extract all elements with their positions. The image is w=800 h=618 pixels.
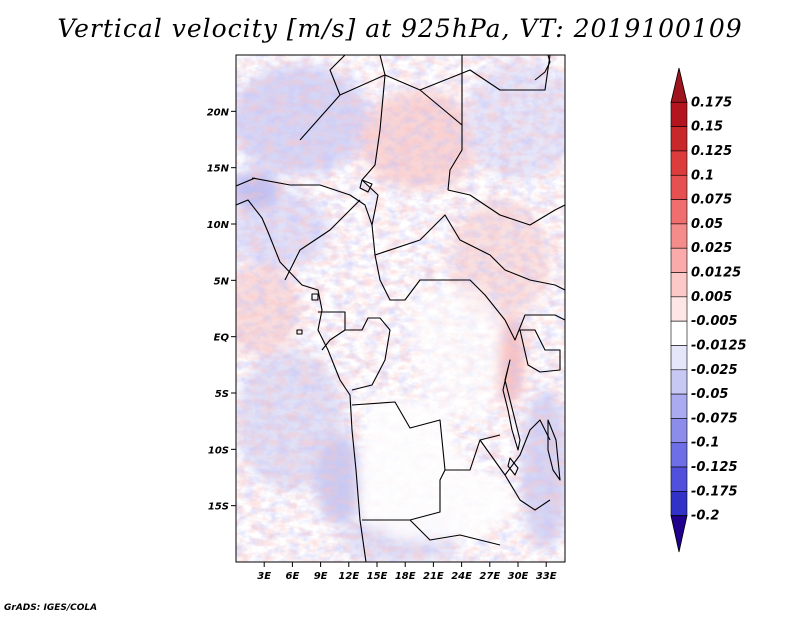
lon-tick-label: 15E bbox=[367, 571, 388, 582]
vertical-velocity-field bbox=[236, 55, 565, 562]
colorbar-label: 0.025 bbox=[691, 241, 732, 256]
colorbar-swatch bbox=[670, 296, 688, 322]
colorbar-swatch bbox=[670, 223, 688, 249]
colorbar-swatch bbox=[670, 466, 688, 492]
lon-tick-label: 24E bbox=[451, 571, 472, 582]
colorbar-swatch bbox=[670, 491, 688, 516]
colorbar-label: -0.075 bbox=[691, 411, 738, 426]
colorbar-swatch bbox=[670, 369, 688, 395]
lon-tick-label: 27E bbox=[479, 571, 500, 582]
colorbar-label: -0.175 bbox=[691, 484, 738, 499]
lat-tick-label: 10N bbox=[207, 220, 230, 231]
colorbar-swatch bbox=[670, 247, 688, 273]
lon-tick-label: 6E bbox=[286, 571, 300, 582]
colorbar-swatch bbox=[670, 102, 688, 127]
lon-tick-label: 12E bbox=[338, 571, 359, 582]
colorbar-swatch bbox=[670, 393, 688, 419]
colorbar-label: 0.0125 bbox=[691, 266, 741, 281]
lon-tick-label: 3E bbox=[257, 571, 271, 582]
colorbar-swatch bbox=[670, 272, 688, 298]
lat-tick-label: EQ bbox=[214, 333, 230, 344]
latitude-axis: 20N 15N 10N 5N EQ 5S 10S 15S bbox=[207, 107, 236, 513]
lon-tick-label: 9E bbox=[314, 571, 328, 582]
colorbar-min-arrow bbox=[670, 515, 688, 553]
colorbar-label: 0.1 bbox=[691, 168, 714, 183]
colorbar-swatch bbox=[670, 418, 688, 444]
lon-tick-label: 33E bbox=[536, 571, 557, 582]
colorbar-swatch bbox=[670, 174, 688, 200]
colorbar-label: 0.005 bbox=[691, 290, 732, 305]
colorbar-label: -0.1 bbox=[691, 436, 719, 451]
colorbar-swatch bbox=[670, 320, 688, 346]
colorbar-swatch bbox=[670, 442, 688, 468]
country-boundaries bbox=[236, 55, 565, 562]
lat-tick-label: 10S bbox=[208, 445, 229, 456]
lat-tick-label: 20N bbox=[207, 107, 230, 118]
map-title: Vertical velocity [m/s] at 925hPa, VT: 2… bbox=[57, 14, 743, 43]
lat-tick-label: 15S bbox=[208, 502, 229, 513]
colorbar-label: 0.175 bbox=[691, 95, 732, 110]
colorbar-label: -0.125 bbox=[691, 460, 738, 475]
colorbar-swatch bbox=[670, 150, 688, 176]
lon-tick-label: 18E bbox=[395, 571, 416, 582]
colorbar: 0.175 0.15 0.125 0.1 0.075 0.05 0.025 0.0125 0.0… bbox=[670, 67, 747, 553]
colorbar-label: -0.025 bbox=[691, 363, 738, 378]
colorbar-label: -0.2 bbox=[691, 509, 719, 524]
lon-tick-label: 21E bbox=[423, 571, 444, 582]
colorbar-label: 0.075 bbox=[691, 193, 732, 208]
longitude-axis: 3E 6E 9E 12E 15E 18E 21E 24E 27E 30E 33E bbox=[257, 562, 557, 582]
lon-tick-label: 30E bbox=[508, 571, 529, 582]
colorbar-swatch bbox=[670, 126, 688, 152]
colorbar-label: -0.05 bbox=[691, 387, 728, 402]
lat-tick-label: 5N bbox=[214, 276, 230, 287]
plot-frame bbox=[235, 54, 566, 563]
lat-tick-label: 5S bbox=[215, 389, 229, 400]
colorbar-swatch bbox=[670, 345, 688, 371]
colorbar-label: 0.15 bbox=[691, 120, 723, 135]
credit-text: GrADS: IGES/COLA bbox=[4, 603, 98, 613]
colorbar-max-arrow bbox=[670, 67, 688, 103]
colorbar-label: -0.005 bbox=[691, 314, 738, 329]
lat-tick-label: 15N bbox=[207, 164, 230, 175]
colorbar-label: 0.05 bbox=[691, 217, 723, 232]
colorbar-label: 0.125 bbox=[691, 144, 732, 159]
colorbar-swatch bbox=[670, 199, 688, 225]
colorbar-label: -0.0125 bbox=[691, 338, 747, 353]
